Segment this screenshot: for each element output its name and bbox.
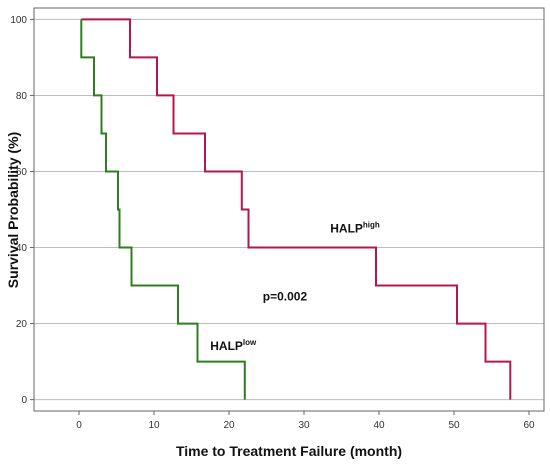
x-tick-label: 0 [76,420,82,431]
x-tick-label: 60 [523,420,535,431]
series-lines [80,18,512,400]
annotation-label: HALPlow [210,338,257,353]
x-tick-label: 30 [298,420,310,431]
annotation-label: HALPhigh [330,220,380,235]
y-tick-label: 80 [16,91,28,102]
gridlines [34,18,544,401]
y-tick-label: 0 [21,395,27,406]
y-axis-title: Survival Probability (%) [5,132,21,288]
annotation-label: p=0.002 [263,290,308,304]
y-tick-label: 20 [16,319,28,330]
x-tick-label: 50 [448,420,460,431]
x-tick-label: 10 [148,420,160,431]
x-tick-label: 20 [223,420,235,431]
annotations: HALPhigh HALPlow p=0.002 [210,220,380,353]
y-tick-label: 60 [16,167,28,178]
axis-ticks: 0 20 40 60 80 100 0 10 20 30 40 50 60 [10,15,535,431]
x-axis-title: Time to Treatment Failure (month) [176,443,402,459]
series-line-1 [81,18,512,400]
y-tick-label: 40 [16,243,28,254]
x-tick-label: 40 [373,420,385,431]
plot-area-border [33,7,545,412]
series-line-2 [80,19,246,400]
y-tick-label: 100 [10,15,27,26]
